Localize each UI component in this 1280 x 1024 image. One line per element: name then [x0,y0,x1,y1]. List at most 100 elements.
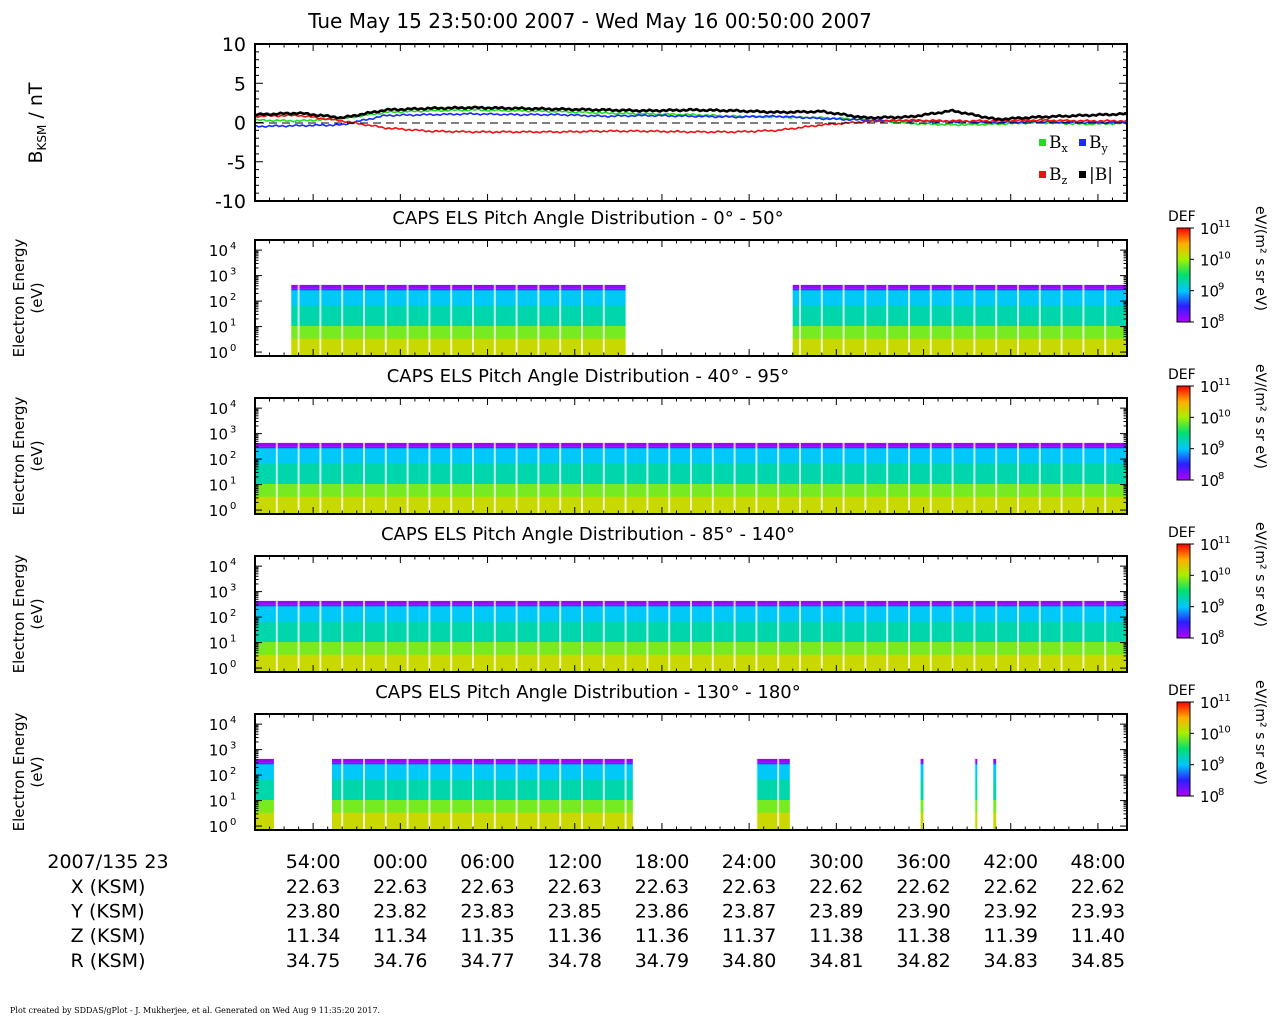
y-tick-label: 10 [209,319,228,337]
y-tick-exponent: 0 [230,501,236,512]
ephemeris-value: 22.63 [460,876,514,898]
spectrogram-bin [792,345,1127,349]
data-gap-stripe [799,284,801,356]
data-gap-stripe [668,442,671,514]
ephemeris-value: 23.93 [1071,901,1125,923]
spectrogram-bin [920,819,924,823]
ephemeris-value: 22.62 [1071,876,1125,898]
spectrogram-bin [291,317,626,321]
y-tick-label: 10 [222,34,246,56]
data-gap-stripe [973,284,976,356]
spectrogram-bin [332,824,633,828]
spectrogram-y-axis-label: Electron Energy (eV) [10,712,46,831]
y-label-line1: Electron Energy [10,554,28,673]
data-gap-stripe [951,600,954,672]
spectrogram-bin [255,791,274,795]
data-gap-stripe [384,758,387,830]
spectrogram-bin [291,333,626,337]
spectrogram-title: CAPS ELS Pitch Angle Distribution - 85° … [381,524,795,545]
data-gap-stripe [472,758,474,830]
colorbar-units: eV/(m² s sr eV) [1252,206,1268,311]
spectrogram-bins [291,284,1127,357]
spectrogram-bin [756,824,790,828]
y-tick-label: 10 [209,268,228,286]
y-tick-label: 10 [209,502,228,520]
data-gap-stripe [1104,284,1107,356]
spectrogram-bin [332,786,633,790]
spectrogram-bin [255,822,274,826]
ephemeris-value: 11.38 [809,925,863,947]
data-gap-stripe [319,600,322,672]
spectrogram-bin [332,762,633,765]
spectrogram-bin [255,817,274,821]
spectrogram-bin [291,338,626,342]
legend-entry-by: By [1079,133,1109,155]
colorbar-gradient [1176,227,1191,323]
y-tick-label: 10 [209,584,228,602]
colorbar-units: eV/(m² s sr eV) [1252,364,1268,469]
y-tick-label: 10 [209,242,228,260]
data-gap-stripe [1060,442,1063,514]
spectrogram-bin [756,817,790,821]
y-tick-exponent: 1 [230,792,236,803]
data-gap-stripe [777,758,780,830]
series-line-bmag [254,105,1128,122]
spectrogram-bin [792,328,1127,332]
plot-title: Tue May 15 23:50:00 2007 - Wed May 16 00… [307,9,872,33]
spectrogram-bin [920,762,924,765]
data-gap-stripe [363,600,365,672]
spectrogram-y-axis-label: Electron Energy (eV) [10,238,46,357]
spectrogram-bin [993,758,997,763]
spectrogram-bin [792,330,1127,334]
spectrogram-bin [792,350,1127,354]
spectrogram-bin [756,807,790,811]
spectrogram-bin [920,817,924,821]
spectrogram-bin [792,338,1127,342]
time-tick-label: 36:00 [896,851,951,873]
colorbar-tick-label: 10 [1200,220,1219,238]
spectrogram-bin [974,794,978,798]
data-gap-stripe [406,284,409,356]
data-gap-stripe [363,442,365,514]
ephemeris-value: 34.76 [373,950,427,972]
spectrogram-bin [756,776,790,780]
spectrogram-bin [255,809,274,813]
spectrogram-bin [255,819,274,823]
spectrogram-bin [756,799,790,803]
spectrogram-bin [993,779,997,783]
spectrogram-bin [332,809,633,813]
data-gap-stripe [428,284,431,356]
spectrogram-bin [291,302,626,306]
spectrogram-bin [291,315,626,319]
data-gap-stripe [777,442,780,514]
spectrogram-bin [993,819,997,823]
spectrogram-bin [332,799,633,803]
magnetic-field-panel: BKSM / nT 10 5 0 -5 -10 Bx By Bz |B| [25,34,1128,213]
spectrogram-panel-pad-0-50: CAPS ELS Pitch Angle Distribution - 0° -… [10,206,1268,362]
ephemeris-value: 11.38 [896,925,950,947]
spectrogram-bin [291,330,626,334]
data-gap-stripe [537,758,540,830]
svg-text:BKSM / nT: BKSM / nT [25,82,49,163]
colorbar-tick-exponent: 10 [1218,408,1231,419]
spectrogram-bin [756,771,790,775]
data-gap-stripe [951,284,954,356]
spectrogram-bin [792,307,1127,311]
data-gap-stripe [1104,442,1107,514]
y-tick-label: 5 [234,73,246,95]
y-tick-label: 10 [209,400,228,418]
spectrogram-bin [993,822,997,826]
spectrogram-bin [291,345,626,349]
colorbar-tick-exponent: 9 [1218,440,1224,451]
spectrogram-bin [255,802,274,806]
spectrogram-bin [974,762,978,765]
spectrogram-bin [792,340,1127,344]
colorbar-label: DEF [1168,683,1196,699]
y-tick-label: 10 [209,451,228,469]
spectrogram-bin [993,814,997,818]
data-gap-stripe [624,600,627,672]
y-tick-label: 10 [209,742,228,760]
colorbar-tick-exponent: 8 [1218,313,1224,324]
y-tick-exponent: 2 [230,766,236,777]
data-gap-stripe [842,442,845,514]
